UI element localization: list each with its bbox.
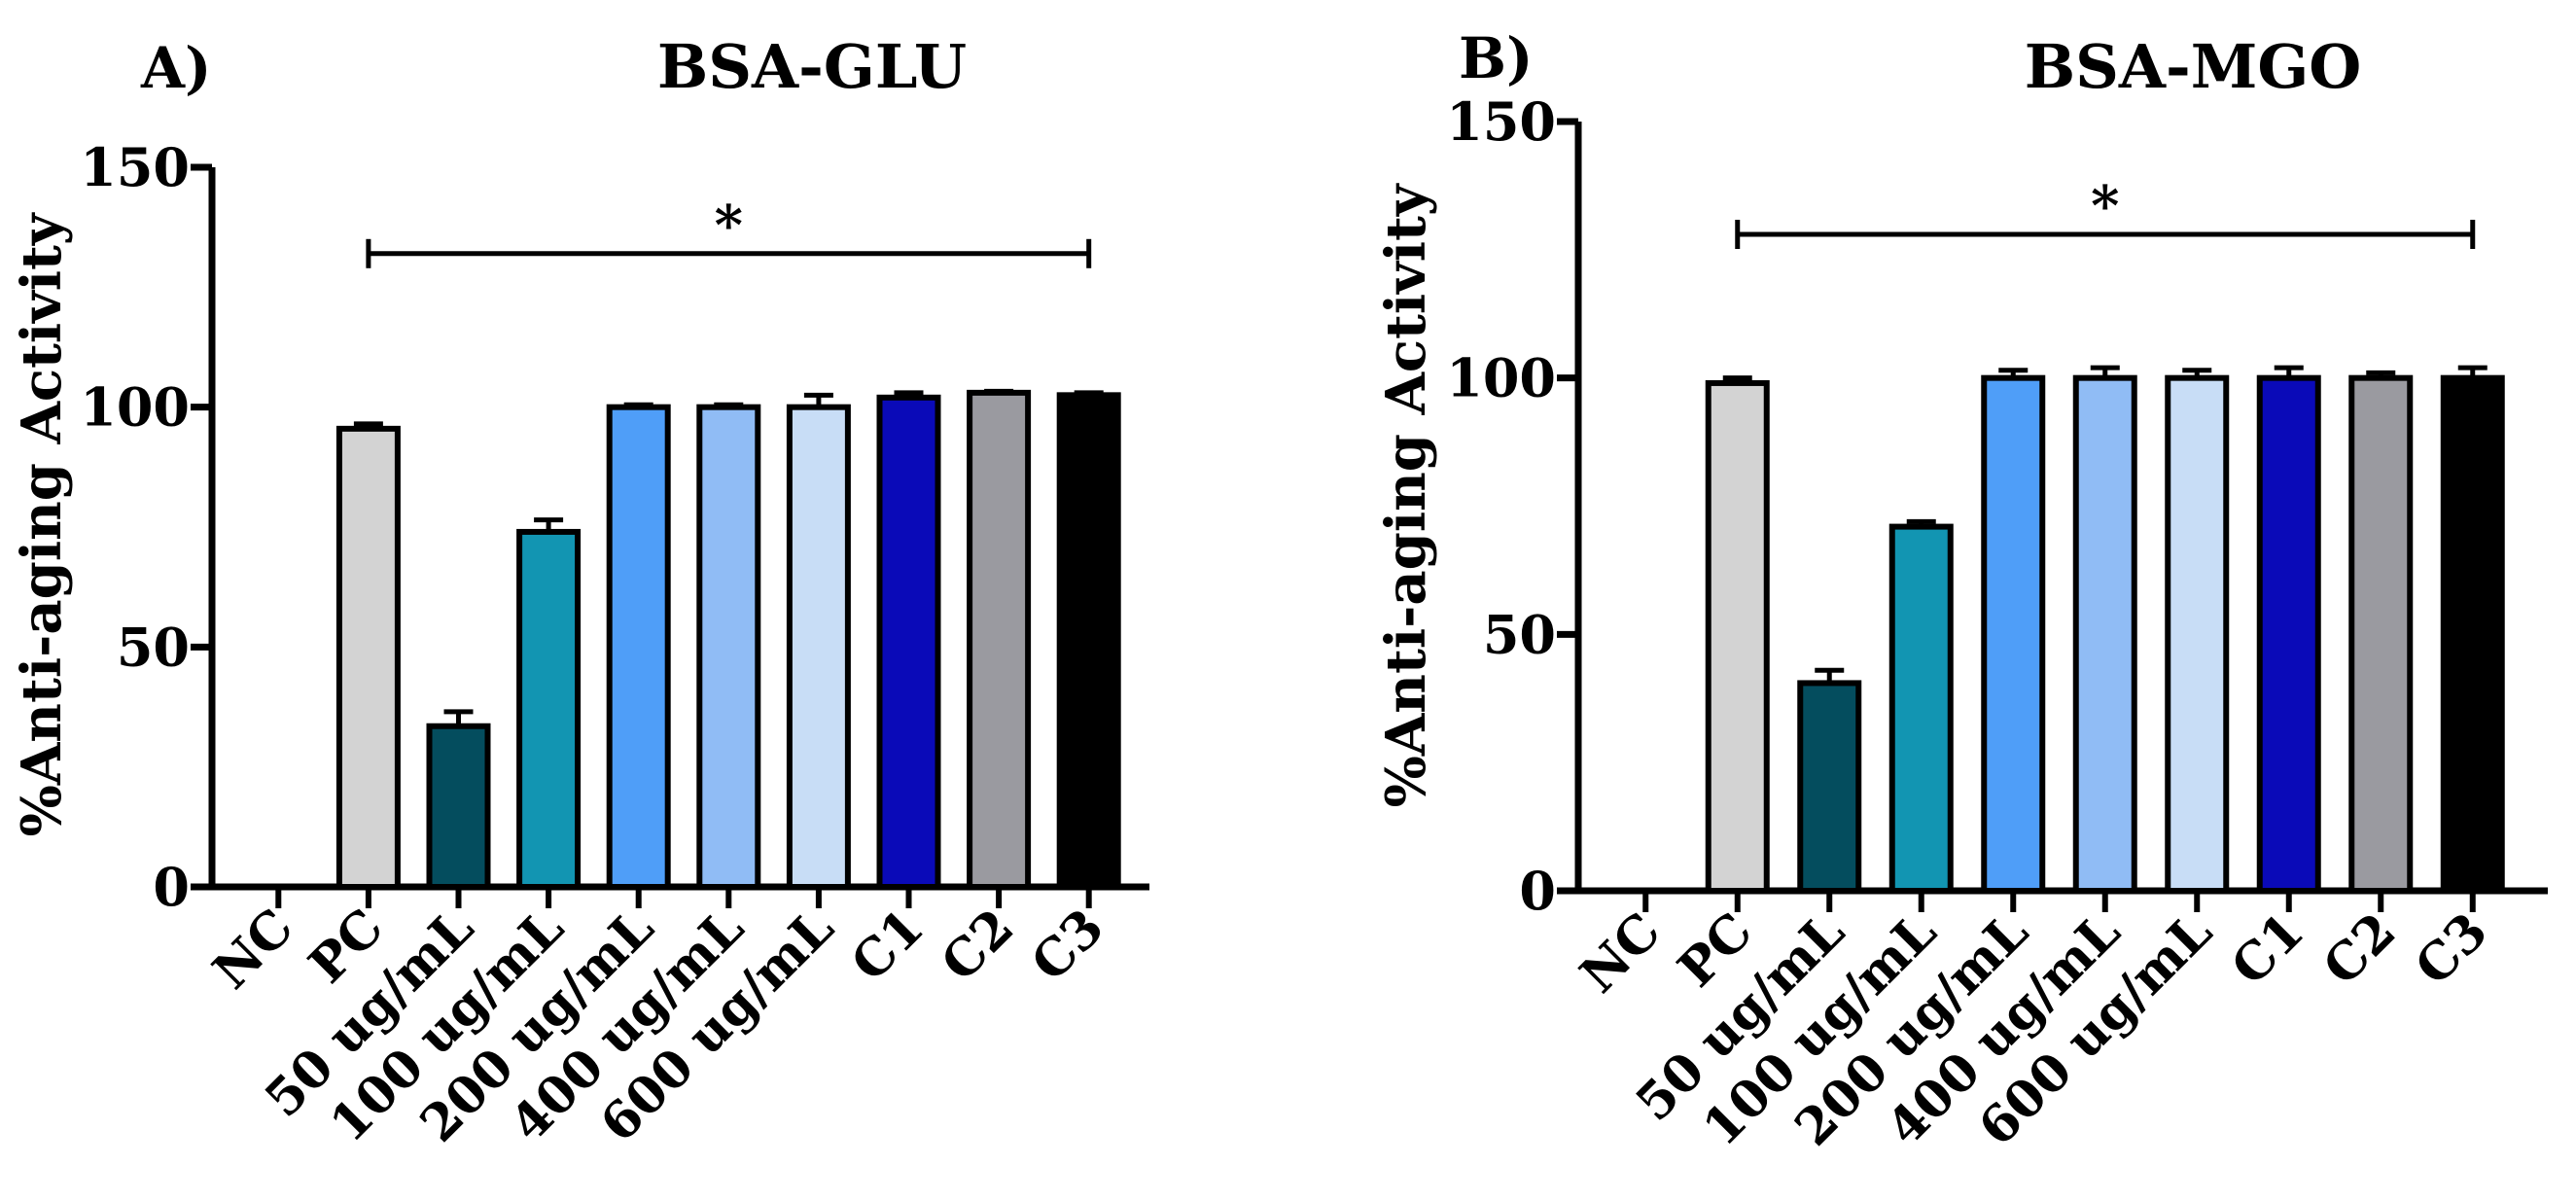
chart-title: BSA-MGO [2025, 31, 2362, 102]
bar [2256, 374, 2321, 894]
bar [2348, 374, 2414, 894]
y-tick-label: 100 [80, 376, 190, 439]
bar [2165, 374, 2230, 894]
x-tick-label: C3 [2404, 901, 2499, 997]
y-tick-label: 0 [153, 856, 190, 918]
bar [335, 425, 401, 890]
y-tick-label: 50 [117, 616, 190, 678]
bar [426, 723, 491, 890]
significance-marker: * [2091, 174, 2119, 238]
panel-label: B) [1459, 25, 1533, 91]
bar [2072, 374, 2137, 894]
x-tick-label: C1 [2220, 901, 2315, 997]
panel-b: B) BSA-MGO 0 50 100 150%Anti-aging Activity… [1374, 25, 2548, 1157]
bar [786, 404, 851, 890]
panel-label: A) [140, 35, 211, 101]
y-tick-label: 150 [80, 136, 190, 198]
bar [1797, 680, 1862, 894]
bar [606, 404, 671, 890]
x-tick-label: C1 [840, 898, 935, 993]
x-tick-label: C3 [1020, 898, 1115, 993]
y-axis-label: %Anti-aging Activity [1374, 183, 1438, 807]
panel-a: A) BSA-GLU 0 50 100 150%Anti-aging Activity… [10, 31, 1149, 1153]
bar [876, 394, 941, 890]
y-tick-label: 150 [1446, 90, 1556, 153]
y-tick-label: 0 [1519, 860, 1556, 922]
x-tick-label: NC [201, 898, 304, 1001]
x-tick-label: C2 [930, 898, 1025, 993]
bar [2440, 374, 2505, 894]
bar [1981, 374, 2046, 894]
bar [1705, 379, 1770, 894]
bar [516, 528, 582, 891]
y-tick-label: 50 [1483, 603, 1556, 665]
y-axis-label: %Anti-aging Activity [10, 212, 74, 836]
significance-marker: * [715, 194, 743, 258]
bar [1888, 523, 1954, 894]
x-tick-label: NC [1569, 901, 1672, 1005]
chart-title: BSA-GLU [657, 31, 967, 102]
y-tick-label: 100 [1446, 347, 1556, 409]
x-tick-label: C2 [2311, 901, 2407, 997]
bar [696, 404, 761, 890]
bar [1056, 392, 1121, 890]
bar [967, 389, 1032, 890]
